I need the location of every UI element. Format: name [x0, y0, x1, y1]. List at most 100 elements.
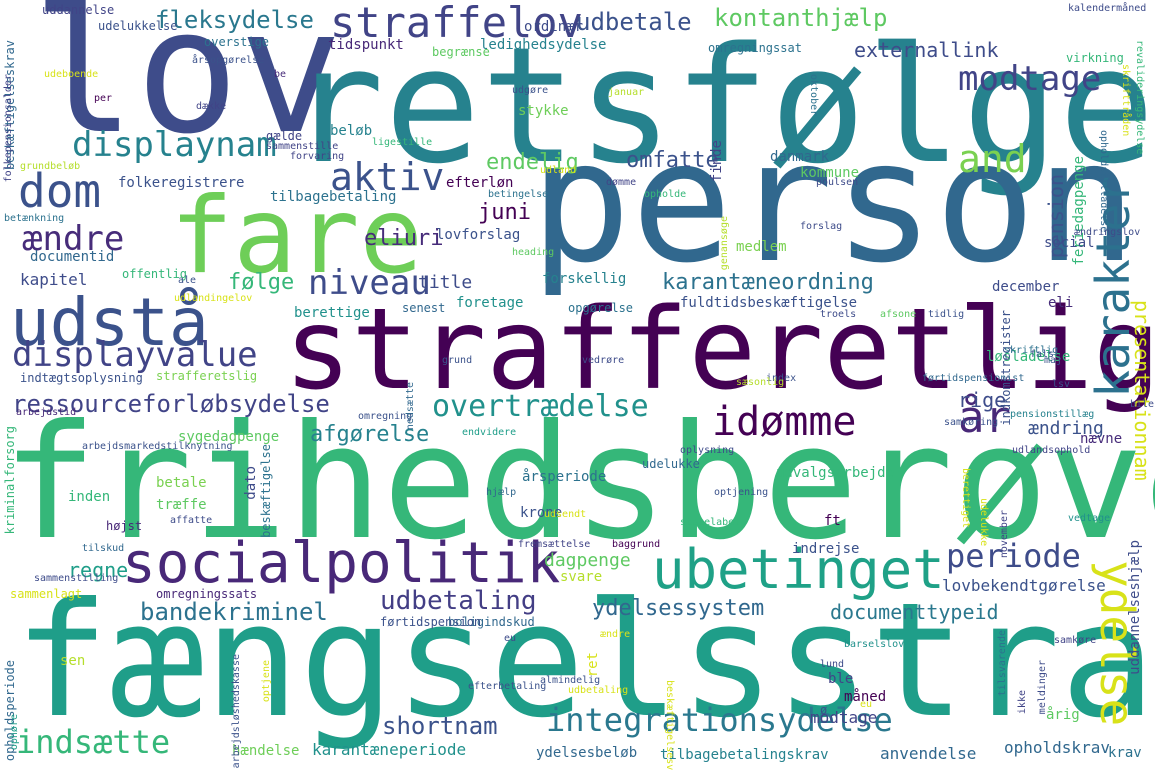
- word: strafferetslig: [156, 369, 258, 383]
- word: foretage: [456, 295, 524, 311]
- word: hændelse: [232, 743, 300, 759]
- word: troels: [820, 309, 857, 320]
- word: november: [999, 510, 1010, 559]
- word: udsendt: [544, 509, 587, 520]
- word: ble: [828, 671, 854, 687]
- word: dato: [243, 466, 259, 500]
- word: udeboende: [44, 69, 99, 80]
- word: socialpolitik: [122, 531, 561, 596]
- word: udbetaling: [568, 685, 629, 696]
- word: endelig: [486, 150, 579, 175]
- word: betingelse: [488, 189, 549, 200]
- word: dagpenge: [544, 550, 631, 571]
- word: efterløn: [446, 175, 514, 191]
- word: arbejdsløshedskasse: [231, 654, 242, 769]
- word: løsladelse: [986, 349, 1071, 365]
- word: displaynam: [72, 125, 277, 165]
- word: opholdskrav: [1004, 738, 1110, 757]
- word: folkepensionsalder: [3, 74, 14, 183]
- word: udelukke: [642, 457, 700, 471]
- word: maj: [1044, 355, 1063, 366]
- word: indrejse: [792, 541, 860, 557]
- word: anvendelse: [880, 744, 977, 763]
- word: ledighedsydelse: [480, 37, 607, 53]
- word: lovbekendtgørelse: [942, 576, 1106, 595]
- word: barselslov: [844, 639, 905, 650]
- word: afsone: [880, 309, 917, 320]
- word: presentationnam: [1130, 300, 1154, 481]
- word: eliuri: [364, 226, 444, 251]
- word: index: [766, 373, 797, 384]
- word: per: [94, 93, 113, 104]
- word: person: [530, 104, 1137, 300]
- word: dom: [18, 164, 102, 218]
- word: lund: [820, 659, 845, 670]
- word: meldinger: [1037, 660, 1048, 715]
- word: betænkning: [4, 213, 65, 224]
- word: kapitel: [20, 270, 88, 289]
- word: omfatte: [626, 148, 719, 173]
- word: december: [992, 279, 1060, 295]
- word: juni: [478, 200, 531, 225]
- word: documentid: [30, 249, 115, 265]
- word: omregningssat: [708, 41, 802, 55]
- word: fængselsstraf: [14, 569, 1155, 753]
- word: sygedagpenge: [178, 429, 280, 445]
- word: ordinær: [524, 19, 584, 35]
- word: måned: [844, 689, 887, 705]
- word: tidlig: [928, 309, 965, 320]
- word: ydelsessystem: [592, 596, 765, 621]
- word: ret: [585, 652, 601, 678]
- word: tilskud: [82, 543, 125, 554]
- word: ikke: [1017, 690, 1028, 715]
- word: førtidspensionist: [922, 373, 1025, 384]
- word: endvidere: [462, 427, 517, 438]
- word: lov: [32, 0, 343, 172]
- word: kriminalforsorg: [3, 426, 17, 535]
- word: omregningssats: [156, 587, 258, 601]
- word: poulsen: [816, 177, 859, 188]
- word: berettiget: [960, 468, 971, 529]
- word: nævne: [1080, 431, 1123, 447]
- word: beskæftigelse: [259, 444, 273, 538]
- word: arbejdstid: [16, 407, 77, 418]
- word: udelukkelse: [98, 19, 178, 33]
- word: forslag: [800, 221, 843, 232]
- word: udbetaling: [380, 586, 537, 616]
- word: træffe: [156, 497, 207, 513]
- word: genansøge: [719, 216, 730, 271]
- word: folkeregistrere: [118, 175, 245, 191]
- word: overstige: [204, 35, 270, 49]
- word: pensionstillæg: [1010, 409, 1095, 420]
- word: vedrøre: [582, 355, 625, 366]
- word: beløb: [330, 123, 373, 139]
- word: almindelig: [540, 675, 601, 686]
- word: oplysning: [680, 445, 735, 456]
- word: be: [274, 69, 287, 80]
- word: krav: [1108, 745, 1142, 761]
- word: periode: [946, 537, 1081, 575]
- word: samkøring: [944, 417, 999, 428]
- word: eu: [860, 699, 873, 710]
- word: sen: [60, 653, 86, 669]
- word: vedtage: [1068, 513, 1111, 524]
- word: modtage: [958, 59, 1102, 99]
- word: sammenstilling: [34, 573, 119, 584]
- word: betale: [156, 475, 207, 491]
- word: tilbagebetalingskrav: [660, 747, 829, 763]
- word: kommune: [800, 165, 860, 181]
- word: sæsonlig: [736, 377, 785, 388]
- word: bandekriminel: [140, 598, 328, 626]
- word: tilbagebetaling: [270, 189, 397, 205]
- word: niveau: [308, 263, 431, 303]
- word: fare: [170, 175, 423, 297]
- word: grundbeløb: [20, 161, 81, 172]
- word: ydelsesbeløb: [536, 745, 638, 761]
- word: uddannelse: [42, 3, 115, 17]
- word: kontanthjælp: [714, 4, 888, 32]
- word: regne: [68, 558, 129, 582]
- word: ydelse: [1090, 560, 1144, 727]
- word: forvaring: [290, 151, 345, 162]
- word: højst: [106, 519, 143, 533]
- word: følge: [228, 270, 295, 295]
